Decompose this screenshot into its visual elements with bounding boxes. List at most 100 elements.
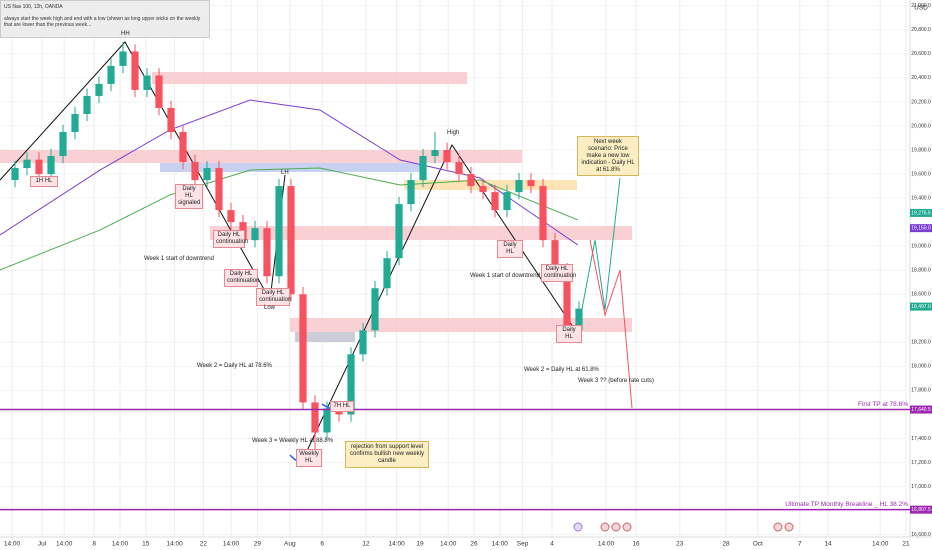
annotation: Week 3 ?? (before rate cuts) — [578, 378, 654, 384]
x-tick-label: 14:00 — [223, 541, 240, 548]
price-tag — [910, 302, 932, 311]
price-tag — [910, 208, 932, 217]
projection-down — [589, 239, 633, 409]
candle-body — [347, 354, 355, 415]
annotation: Daily HL continuation — [224, 269, 259, 287]
y-tick-label: 17,200.0 — [911, 460, 931, 466]
candle-body — [83, 95, 91, 114]
annotation: Next week scenario: Price make a new low… — [577, 136, 639, 177]
y-tick-label: 17,000.0 — [911, 484, 931, 490]
x-tick-label: 28 — [722, 541, 730, 548]
x-tick-label: Sep — [517, 541, 529, 548]
candle-body — [395, 204, 403, 259]
candle-body — [491, 192, 499, 211]
annotation: Week 2 = Daily HL at 78.6% — [197, 363, 272, 369]
x-tick-label: 14:00 — [598, 541, 615, 548]
projection-up — [577, 177, 621, 331]
annotation: LH — [281, 170, 289, 176]
candle-body — [299, 294, 307, 403]
candle-body — [203, 168, 211, 181]
candle-body — [227, 210, 235, 223]
price-tag — [910, 224, 932, 233]
zone — [0, 150, 522, 163]
candle-body — [527, 180, 535, 187]
y-tick-label: 20,800.0 — [911, 27, 931, 33]
event-icon — [573, 522, 583, 532]
annotation: Daily HL continuation — [256, 288, 291, 306]
y-tick-label: 16,600.0 — [911, 532, 931, 538]
candle-body — [431, 150, 439, 157]
candle-body — [131, 51, 139, 90]
moving-average — [0, 167, 578, 271]
x-tick-label: 19 — [416, 541, 424, 548]
x-tick-label: 14:00 — [112, 541, 129, 548]
annotation: Week 3 = Weekly HL at 88.8% — [252, 438, 334, 444]
x-tick-label: 14:00 — [872, 541, 889, 548]
x-tick-label: 16 — [632, 541, 640, 548]
x-tick-label: 14:00 — [4, 541, 21, 548]
x-tick-label: 14 — [824, 541, 832, 548]
candle-body — [467, 174, 475, 187]
candle-body — [323, 408, 331, 433]
y-tick-label: 19,000.0 — [911, 243, 931, 249]
candle-body — [143, 75, 151, 90]
candle-body — [71, 113, 79, 132]
y-tick-label: 19,600.0 — [911, 171, 931, 177]
event-icon — [773, 522, 783, 532]
zone — [160, 163, 420, 172]
y-tick-label: 21,000.0 — [911, 3, 931, 9]
annotation: 7H HL — [330, 401, 354, 412]
y-tick-label: 20,000.0 — [911, 123, 931, 129]
x-tick-label: 29 — [254, 541, 262, 548]
x-tick-label: 4 — [550, 541, 554, 548]
x-tick-label: 14:00 — [492, 541, 509, 548]
candle-body — [23, 159, 31, 169]
annotation: Daily HL continuation — [213, 230, 248, 248]
price-tag — [910, 505, 932, 514]
candle-body — [311, 402, 319, 433]
zone — [295, 332, 355, 342]
candle-body — [47, 156, 55, 175]
y-tick-label: 17,400.0 — [911, 436, 931, 442]
candle-body — [59, 131, 67, 157]
candle-body — [179, 131, 187, 163]
y-tick-label: 18,800.0 — [911, 268, 931, 274]
x-tick-label: Oct — [753, 541, 763, 548]
x-tick-label: Aug — [284, 541, 296, 548]
x-tick-label: 26 — [470, 541, 478, 548]
x-tick-label: 22 — [200, 541, 208, 548]
candle-body — [107, 65, 115, 84]
annotation: Daily HL — [497, 240, 523, 258]
level-text: First TP at 78.6% — [858, 400, 908, 408]
y-tick-label: 20,200.0 — [911, 99, 931, 105]
candle-body — [191, 162, 199, 181]
zone — [152, 72, 467, 84]
price-tag-label: 17,640.5 — [911, 407, 931, 413]
price-tag — [910, 405, 932, 414]
annotation: Daily HL — [556, 325, 582, 343]
annotation: HH — [121, 31, 130, 37]
price-tag-label: 16,807.5 — [911, 507, 931, 513]
x-tick-label: 14:00 — [440, 541, 457, 548]
candle-body — [155, 75, 163, 108]
x-tick-label: 21 — [902, 541, 910, 548]
y-tick-label: 19,400.0 — [911, 195, 931, 201]
candle-body — [287, 186, 295, 295]
candle-body — [251, 228, 259, 241]
candle-body — [515, 180, 523, 193]
zone — [210, 226, 632, 240]
y-tick-label: 20,400.0 — [911, 75, 931, 81]
candle-body — [263, 228, 271, 277]
x-tick-label: 8 — [92, 541, 96, 548]
annotation: Low — [264, 305, 276, 311]
note: always start the week high and end with … — [4, 16, 201, 28]
price-tag-label: 19,276.5 — [911, 210, 931, 216]
event-icon — [622, 522, 632, 532]
candle-body — [419, 156, 427, 181]
annotation: Week 1 start of downtrend — [470, 273, 540, 279]
candle-body — [575, 308, 583, 331]
y-tick-label: 18,000.0 — [911, 364, 931, 370]
event-icon — [611, 522, 621, 532]
